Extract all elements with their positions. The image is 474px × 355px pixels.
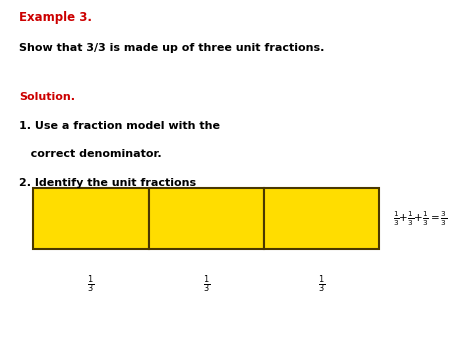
Text: 2. Identify the unit fractions: 2. Identify the unit fractions xyxy=(19,178,196,187)
Text: $\frac{1}{3}$: $\frac{1}{3}$ xyxy=(318,273,325,295)
Text: Example 3.: Example 3. xyxy=(19,11,92,24)
Text: $\frac{1}{3}$: $\frac{1}{3}$ xyxy=(87,273,94,295)
Text: Show that 3/3 is made up of three unit fractions.: Show that 3/3 is made up of three unit f… xyxy=(19,43,324,53)
Text: $\frac{1}{3}$: $\frac{1}{3}$ xyxy=(202,273,210,295)
Bar xyxy=(264,188,379,248)
Text: Solution.: Solution. xyxy=(19,92,75,102)
Text: $\frac{1}{3}$$+$$\frac{1}{3}$$+$$\frac{1}{3}$$=$$\frac{3}{3}$: $\frac{1}{3}$$+$$\frac{1}{3}$$+$$\frac{1… xyxy=(393,209,448,228)
Text: 1. Use a fraction model with the: 1. Use a fraction model with the xyxy=(19,121,220,131)
Bar xyxy=(33,188,148,248)
Bar xyxy=(148,188,264,248)
Text: correct denominator.: correct denominator. xyxy=(19,149,162,159)
